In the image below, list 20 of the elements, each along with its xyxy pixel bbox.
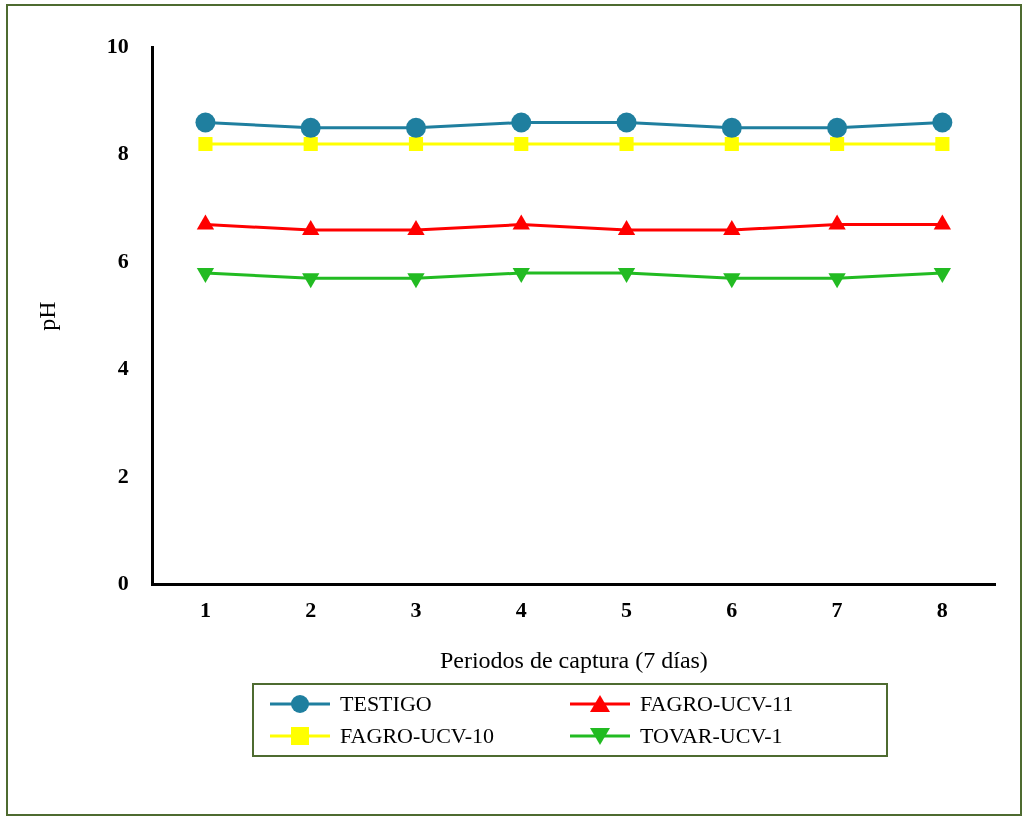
x-tick-label: 1 [199, 596, 211, 622]
x-tick-label: 6 [726, 596, 738, 622]
x-axis-title: Periodos de captura (7 días) [439, 646, 708, 673]
legend-label: TOVAR-UCV-1 [640, 723, 783, 749]
y-tick-label: 10 [106, 32, 129, 58]
x-tick-label: 2 [305, 596, 317, 622]
x-tick-label: 8 [936, 596, 948, 622]
legend-label: FAGRO-UCV-10 [340, 723, 495, 749]
y-tick-label: 4 [117, 355, 129, 381]
y-axis-title: pH [33, 301, 60, 331]
legend-label: FAGRO-UCV-11 [640, 691, 794, 717]
y-tick-label: 6 [117, 247, 129, 273]
legend-label: TESTIGO [340, 691, 432, 717]
y-tick-label: 8 [117, 140, 129, 166]
x-tick-label: 7 [831, 596, 843, 622]
x-tick-label: 5 [621, 596, 633, 622]
x-tick-label: 3 [410, 596, 422, 622]
x-tick-label: 4 [515, 596, 527, 622]
y-tick-label: 2 [117, 462, 129, 488]
y-tick-label: 0 [117, 570, 129, 596]
